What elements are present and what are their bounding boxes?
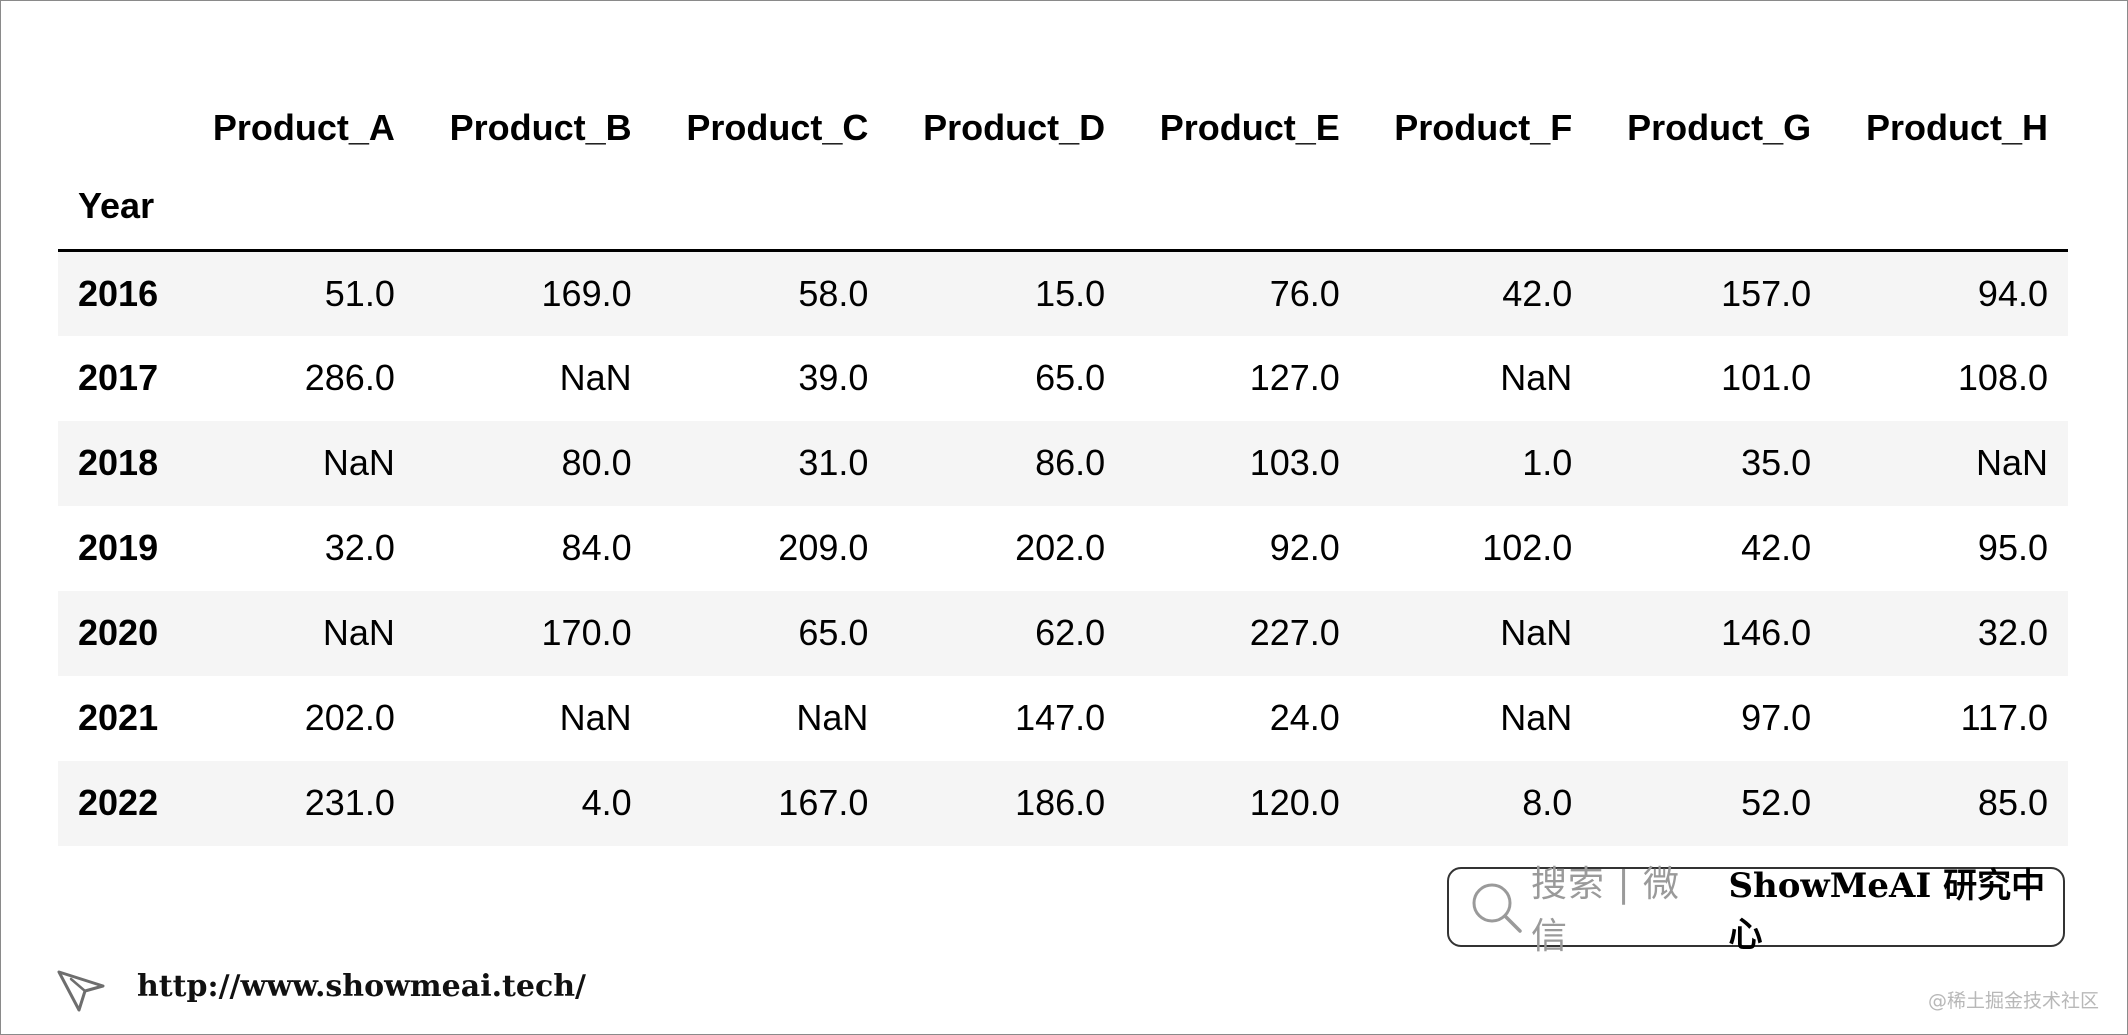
table-cell: NaN [1500, 612, 1573, 653]
column-header: Product_D [923, 107, 1106, 148]
table-cell: NaN [559, 357, 632, 398]
table-cell: 286.0 [304, 357, 395, 398]
column-header-row: Product_A Product_B Product_C Product_D … [58, 81, 2068, 163]
table-cell: 32.0 [324, 527, 395, 568]
table-cell: 32.0 [1977, 612, 2048, 653]
table-cell: NaN [322, 612, 395, 653]
column-header: Product_H [1865, 107, 2048, 148]
cursor-icon [55, 958, 111, 1014]
row-index: 2019 [78, 527, 159, 568]
row-index: 2017 [78, 357, 159, 398]
table-cell: 24.0 [1269, 697, 1340, 738]
table-cell: 62.0 [1035, 612, 1106, 653]
search-badge: 搜索 | 微信 ShowMeAI 研究中心 [1447, 864, 2065, 957]
table-cell: 42.0 [1741, 527, 1812, 568]
column-header-blank [58, 81, 178, 163]
table-cell: 65.0 [1035, 357, 1106, 398]
row-index: 2020 [78, 612, 159, 653]
table-cell: 92.0 [1269, 527, 1340, 568]
table-cell: 157.0 [1721, 272, 1812, 314]
table-cell: 209.0 [778, 527, 869, 568]
table-cell: 95.0 [1977, 527, 2048, 568]
table-cell: 1.0 [1522, 442, 1573, 483]
table-cell: 85.0 [1977, 782, 2048, 823]
column-header: Product_E [1159, 107, 1340, 148]
table-cell: 84.0 [561, 527, 632, 568]
table-cell: 169.0 [541, 272, 632, 314]
row-index: 2018 [78, 442, 159, 483]
row-index: 2016 [78, 272, 159, 314]
table-row: 2022 231.0 4.0 167.0 186.0 120.0 8.0 52.… [58, 760, 2068, 846]
table-cell: 146.0 [1721, 612, 1812, 653]
table-row: 2018 NaN 80.0 31.0 86.0 103.0 1.0 35.0 N… [58, 420, 2068, 506]
watermark: @稀土掘金技术社区 [1927, 990, 2099, 1012]
table-cell: 58.0 [798, 272, 869, 314]
table-cell: 117.0 [1960, 697, 2048, 738]
table-row: 2019 32.0 84.0 209.0 202.0 92.0 102.0 42… [58, 505, 2068, 591]
table-cell: NaN [559, 697, 632, 738]
table-cell: 4.0 [581, 782, 632, 823]
table-row: 2021 202.0 NaN NaN 147.0 24.0 NaN 97.0 1… [58, 675, 2068, 761]
table-cell: NaN [1500, 697, 1573, 738]
table-cell: 52.0 [1741, 782, 1812, 823]
table-row: 2016 51.0 169.0 58.0 15.0 76.0 42.0 157.… [58, 250, 2068, 336]
table-cell: 170.0 [541, 612, 632, 653]
website-link[interactable]: http://www.showmeai.tech/ [137, 968, 587, 1004]
table-cell: 51.0 [324, 272, 395, 314]
table-cell: 65.0 [798, 612, 869, 653]
dataframe-table: Product_A Product_B Product_C Product_D … [58, 81, 2068, 846]
table-cell: 103.0 [1249, 442, 1340, 483]
table-cell: 227.0 [1249, 612, 1340, 653]
table-cell: 108.0 [1957, 357, 2048, 398]
table-cell: 102.0 [1482, 527, 1573, 568]
table-cell: 86.0 [1035, 442, 1106, 483]
table-cell: 76.0 [1269, 272, 1340, 314]
column-header: Product_B [449, 107, 632, 148]
table-cell: NaN [1975, 442, 2048, 483]
table-row: 2017 286.0 NaN 39.0 65.0 127.0 NaN 101.0… [58, 335, 2068, 421]
footer: http://www.showmeai.tech/ [55, 956, 586, 1016]
table-cell: 80.0 [561, 442, 632, 483]
index-name-row: Year [58, 163, 2068, 252]
table-cell: 39.0 [798, 357, 869, 398]
table-cell: 120.0 [1249, 782, 1340, 823]
table-row: 2020 NaN 170.0 65.0 62.0 227.0 NaN 146.0… [58, 590, 2068, 676]
table-cell: 127.0 [1249, 357, 1340, 398]
table-cell: 15.0 [1035, 272, 1106, 314]
row-index: 2022 [78, 782, 159, 823]
table-cell: 186.0 [1015, 782, 1106, 823]
brand-name: ShowMeAI 研究中心 [1728, 866, 2046, 955]
table-cell: 202.0 [1015, 527, 1106, 568]
table-cell: NaN [322, 442, 395, 483]
table-cell: 35.0 [1741, 442, 1812, 483]
table-cell: 167.0 [778, 782, 869, 823]
table-header: Product_A Product_B Product_C Product_D … [58, 81, 2068, 252]
search-icon [1469, 880, 1523, 934]
table-cell: 147.0 [1015, 697, 1106, 738]
table-cell: 8.0 [1522, 782, 1573, 823]
table-cell: 231.0 [304, 782, 395, 823]
column-header: Product_F [1394, 107, 1573, 148]
table-cell: 202.0 [304, 697, 395, 738]
column-header: Product_C [686, 107, 869, 148]
column-header: Product_G [1627, 107, 1812, 148]
column-header: Product_A [212, 107, 395, 148]
table-cell: 97.0 [1741, 697, 1812, 738]
table-cell: NaN [796, 697, 869, 738]
index-name: Year [58, 163, 179, 252]
table-cell: 101.0 [1721, 357, 1812, 398]
table-body: 2016 51.0 169.0 58.0 15.0 76.0 42.0 157.… [58, 250, 2068, 846]
table-cell: NaN [1500, 357, 1573, 398]
row-index: 2021 [78, 697, 159, 738]
search-hint: 搜索 | 微信 [1531, 864, 1681, 957]
table-cell: 94.0 [1977, 272, 2048, 314]
table-cell: 42.0 [1502, 272, 1573, 314]
table-cell: 31.0 [798, 442, 869, 483]
